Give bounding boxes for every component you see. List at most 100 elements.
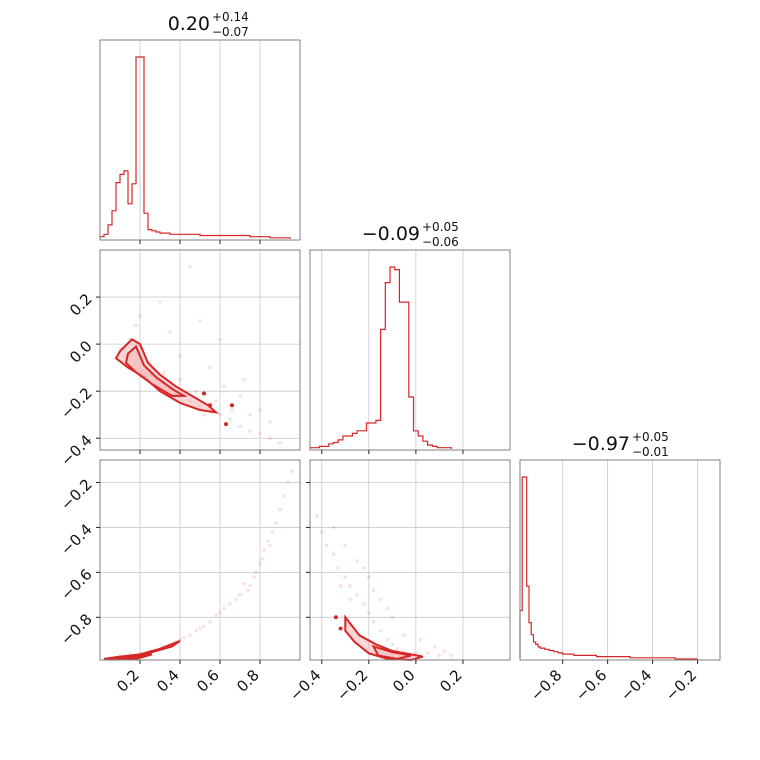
scatter-p1-p2-point-28 <box>371 588 376 593</box>
scatter-p0-p2-point-24 <box>242 581 246 586</box>
title-plus-2: +0.05 <box>632 430 669 444</box>
scatter-p0-p2-point-22 <box>286 480 290 485</box>
histogram-param-0 <box>99 56 291 239</box>
scatter-p1-p2-point-29 <box>385 606 390 611</box>
ytick-label-p2-2: −0.6 <box>57 565 95 603</box>
panel-title-0: 0.20 +0.14−0.07 <box>168 10 249 39</box>
scatter-p0-p2-point-14 <box>254 570 258 575</box>
scatter-p1-p2-point-9 <box>367 611 371 615</box>
scatter-p0-p2-point-8 <box>198 626 202 631</box>
scatter-p1-p2-point-20 <box>343 543 348 548</box>
title-minus-1: −0.06 <box>422 235 459 249</box>
scatter-p1-p2-point-2 <box>324 543 329 548</box>
scatter-p1-p2-point-21 <box>355 559 359 563</box>
scatter-p0-p1-point-26 <box>188 264 192 269</box>
scatter-p0-p2-point-12 <box>238 593 242 597</box>
xtick-label-p1-3: 0.2 <box>436 666 466 696</box>
scatter-p1-p2-point-1 <box>320 530 324 534</box>
scatter-p0-p1-point-42 <box>268 420 272 424</box>
scatter-p1-p2-point-6 <box>348 584 352 588</box>
scatter-p1-p2-point-13 <box>390 642 395 647</box>
scatter-p0-p2-point-26 <box>222 606 226 611</box>
scatter-p0-p1-point-43 <box>178 377 182 382</box>
scatter-p0-p1-point-41 <box>258 408 262 412</box>
scatter-p1-p2-point-26 <box>331 525 336 530</box>
scatter-p0-p2-point-10 <box>218 611 222 615</box>
xtick-label-p0-3: 0.8 <box>233 666 263 696</box>
xtick-label-p2-0: −0.8 <box>527 666 565 704</box>
scatter-p0-p2-point-30 <box>182 635 186 640</box>
title-value-0: 0.20 <box>168 13 210 35</box>
scatter-p1-p2-point-8 <box>362 602 366 606</box>
scatter-p0-p2-point-25 <box>234 597 238 602</box>
scatter-p0-p2-point-35 <box>252 575 256 579</box>
contour-p1-p2-outer <box>344 614 424 662</box>
contour-dot-2 <box>230 403 234 408</box>
scatter-p1-p2-point-31 <box>432 644 437 649</box>
scatter-p0-p1-point-37 <box>134 323 138 328</box>
scatter-p0-p1-point-22 <box>158 300 162 304</box>
scatter-p1-p2-point-34 <box>442 649 446 653</box>
scatter-p0-p1-point-44 <box>202 412 206 417</box>
titles-layer: 0.20 +0.14−0.07−0.09 +0.05−0.06−0.97 +0.05−… <box>168 10 669 459</box>
histogram-param-2 <box>519 476 698 660</box>
scatter-p1-p2-point-10 <box>371 620 376 624</box>
scatter-p0-p2-point-1 <box>128 651 132 656</box>
scatter-p0-p1-point-30 <box>248 412 252 417</box>
scatter-p1-p2-point-22 <box>367 575 371 579</box>
title-value-1: −0.09 <box>362 223 420 245</box>
title-minus-0: −0.07 <box>212 25 249 39</box>
scatter-p1-p2-point-3 <box>331 552 336 557</box>
title-minus-2: −0.01 <box>632 445 669 459</box>
scatter-p1-p2-point-0 <box>315 514 319 518</box>
scatter-p1-p2-point-5 <box>343 575 348 579</box>
scatter-p0-p1-point-40 <box>242 377 246 382</box>
scatter-p0-p1-point-38 <box>198 318 202 323</box>
panel-frame-r1c1 <box>309 249 511 451</box>
ytick-label-p1-2: −0.2 <box>57 384 95 422</box>
ytick-label-p1-3: −0.4 <box>57 431 95 469</box>
ticks-layer: 0.2 0.4 0.6 0.8 −0.4 −0.2 0.0 0.2 −0.8 −0.6 −0.4 −0… <box>57 240 700 705</box>
xtick-label-p2-3: −0.2 <box>662 666 700 704</box>
scatter-p0-p1-point-27 <box>208 365 212 370</box>
scatter-p0-p2-point-28 <box>202 624 206 629</box>
scatter-p1-p2-point-12 <box>385 638 390 642</box>
scatter-p0-p2-point-9 <box>208 620 212 624</box>
panel-title-2: −0.97 +0.05−0.01 <box>572 430 669 459</box>
scatter-p0-p1-point-19 <box>248 429 252 434</box>
scatter-p0-p1-point-24 <box>178 354 182 358</box>
scatter-p1-p2-point-32 <box>362 566 366 570</box>
scatter-p0-p2-point-15 <box>258 561 262 566</box>
frames-layer <box>99 39 721 661</box>
contour-p1-p2-inner <box>371 644 412 660</box>
xtick-label-p0-2: 0.6 <box>193 666 223 696</box>
xtick-label-p1-2: 0.0 <box>389 666 419 696</box>
scatter-p0-p2-point-27 <box>214 613 218 617</box>
scatter-p0-p2-point-36 <box>246 588 250 593</box>
ytick-label-p2-0: −0.2 <box>57 475 95 513</box>
scatter-p0-p1-point-33 <box>162 370 166 375</box>
scatter-p0-p2-point-20 <box>278 507 282 512</box>
scatter-p0-p2-point-23 <box>290 469 294 474</box>
scatter-p0-p2-point-33 <box>268 543 272 548</box>
scatter-p1-p2-point-7 <box>355 593 359 597</box>
data-layer <box>99 56 698 662</box>
scatter-p0-p2-point-21 <box>282 494 286 498</box>
scatter-p1-p2-point-25 <box>402 633 406 638</box>
scatter-p0-p1-point-36 <box>230 408 234 412</box>
ytick-label-p1-0: 0.2 <box>66 290 96 320</box>
title-plus-1: +0.05 <box>422 220 459 234</box>
scatter-p0-p1-point-39 <box>218 337 222 342</box>
contour-dot-4 <box>333 615 338 620</box>
scatter-p1-p2-point-17 <box>425 651 430 656</box>
scatter-p0-p1-point-29 <box>238 394 242 398</box>
scatter-p1-p2-point-19 <box>449 653 454 658</box>
panel-title-1: −0.09 +0.05−0.06 <box>362 220 459 249</box>
contour-dot-1 <box>208 403 212 408</box>
scatter-p0-p2-point-19 <box>274 521 278 525</box>
panel-frame-r2c1 <box>309 459 511 661</box>
title-plus-0: +0.14 <box>212 10 249 24</box>
scatter-p1-p2-point-11 <box>378 629 383 633</box>
scatter-p0-p2-point-13 <box>248 584 252 588</box>
scatter-p1-p2-point-27 <box>348 597 352 602</box>
